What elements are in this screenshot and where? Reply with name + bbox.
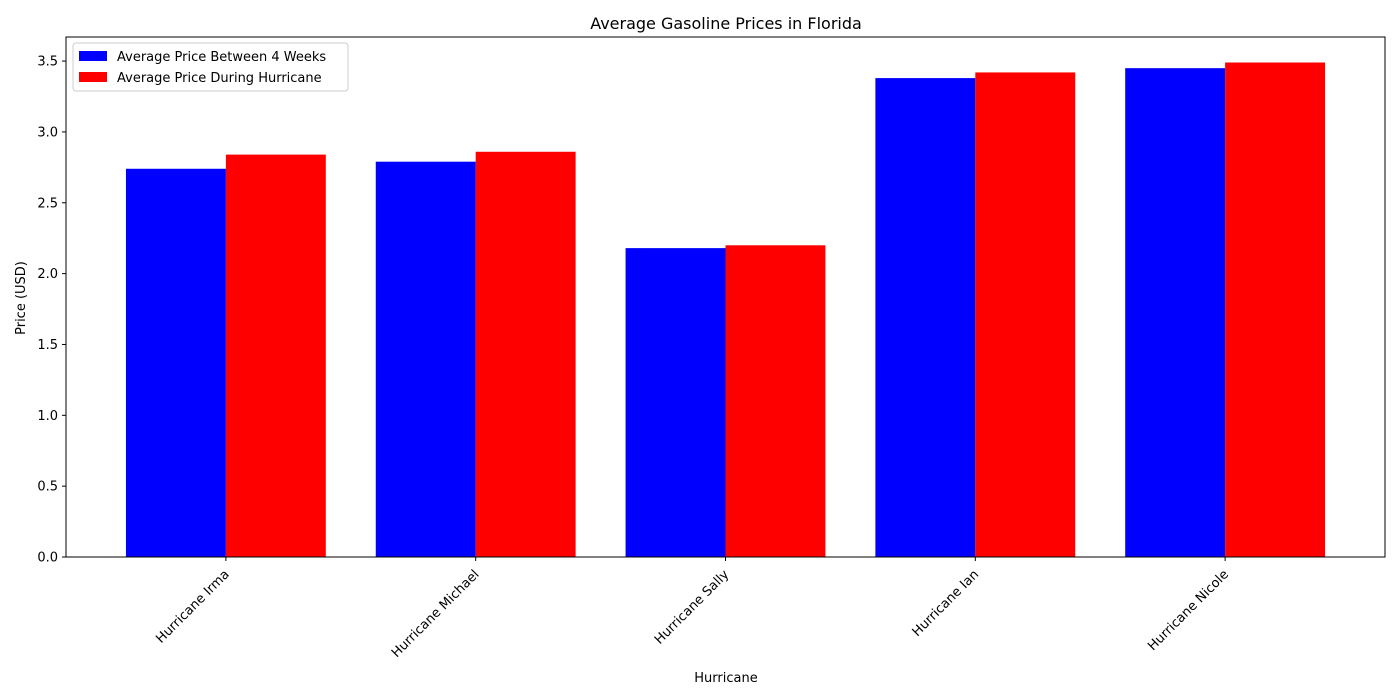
legend-swatch-0 [79, 51, 107, 61]
bar-before-1 [375, 161, 476, 557]
y-tick-label: 3.0 [37, 125, 58, 140]
y-tick-label: 0.0 [37, 551, 58, 566]
bar-before-3 [875, 78, 976, 558]
bar-during-1 [475, 151, 576, 558]
bar-during-3 [975, 72, 1076, 558]
y-tick-label: 2.0 [37, 267, 58, 282]
legend-label-1: Average Price During Hurricane [117, 71, 322, 86]
bar-before-0 [125, 168, 226, 557]
x-tick-label: Hurricane Irma [153, 567, 232, 646]
x-tick-label: Hurricane Sally [652, 567, 733, 648]
y-ticks-group: 0.0 0.5 1.0 1.5 2.0 2.5 3.0 3.5 [37, 55, 66, 566]
y-tick-label: 2.5 [37, 196, 58, 211]
y-tick-label: 0.5 [37, 480, 58, 495]
bars-group [125, 62, 1326, 558]
legend-box [72, 42, 349, 92]
y-axis-title: Price (USD) [14, 261, 29, 335]
x-axis-title: Hurricane [694, 671, 757, 686]
y-tick-label: 1.0 [37, 409, 58, 424]
x-tick-label: Hurricane Ian [910, 567, 983, 640]
y-tick-label: 3.5 [37, 55, 58, 70]
y-tick-label: 1.5 [37, 338, 58, 353]
bar-during-2 [725, 245, 826, 557]
bar-during-0 [225, 154, 326, 557]
x-ticks-group: Hurricane Irma Hurricane Michael Hurricane… [153, 557, 1232, 661]
legend-label-0: Average Price Between 4 Weeks [117, 50, 326, 65]
x-tick-label: Hurricane Michael [389, 567, 483, 661]
legend: Average Price Between 4 Weeks Average Pri… [72, 42, 349, 92]
legend-swatch-1 [79, 72, 107, 82]
bar-before-2 [625, 248, 726, 557]
bar-during-4 [1225, 62, 1326, 557]
x-tick-label: Hurricane Nicole [1145, 567, 1232, 654]
chart-title: Average Gasoline Prices in Florida [590, 14, 862, 33]
bar-before-4 [1125, 68, 1226, 557]
